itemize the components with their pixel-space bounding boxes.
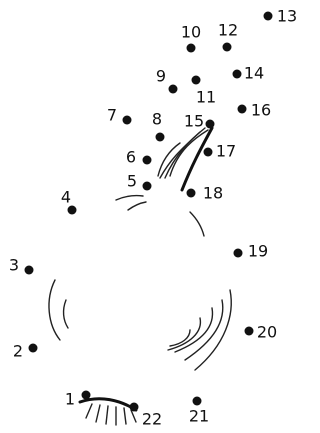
dot-label: 9 bbox=[156, 67, 166, 86]
dot-label: 1 bbox=[65, 390, 75, 409]
dot-label: 10 bbox=[181, 23, 201, 42]
dot-label: 13 bbox=[277, 7, 297, 26]
dot-label: 14 bbox=[244, 64, 264, 83]
dot bbox=[82, 391, 91, 400]
dot bbox=[156, 133, 165, 142]
dot-label: 5 bbox=[127, 172, 137, 191]
dot-label: 21 bbox=[189, 407, 209, 426]
dot bbox=[187, 189, 196, 198]
dot bbox=[204, 148, 213, 157]
dot bbox=[238, 105, 247, 114]
dot-label: 3 bbox=[9, 256, 19, 275]
dot-label: 22 bbox=[142, 410, 162, 429]
dot bbox=[68, 206, 77, 215]
dot-label: 12 bbox=[218, 21, 238, 40]
dot bbox=[143, 182, 152, 191]
drawing-hints bbox=[49, 128, 231, 425]
dot bbox=[130, 403, 139, 412]
dot bbox=[233, 70, 242, 79]
dot-label: 20 bbox=[257, 323, 277, 342]
dot-label: 7 bbox=[107, 106, 117, 125]
dot-label: 4 bbox=[61, 188, 71, 207]
dot-label: 17 bbox=[216, 142, 236, 161]
dot bbox=[223, 43, 232, 52]
dot bbox=[29, 344, 38, 353]
dot-label: 11 bbox=[196, 88, 216, 107]
dot bbox=[192, 76, 201, 85]
dot bbox=[143, 156, 152, 165]
dot bbox=[187, 44, 196, 53]
dot-label: 15 bbox=[184, 112, 204, 131]
dot-label: 6 bbox=[126, 148, 136, 167]
dot bbox=[234, 249, 243, 258]
dot bbox=[245, 327, 254, 336]
dot bbox=[264, 12, 273, 21]
dot bbox=[206, 120, 215, 129]
dot-label: 18 bbox=[203, 184, 223, 203]
dot bbox=[25, 266, 34, 275]
dot-label: 16 bbox=[251, 101, 271, 120]
dot bbox=[123, 116, 132, 125]
dot-label: 8 bbox=[152, 110, 162, 129]
dot bbox=[193, 397, 202, 406]
dot-label: 19 bbox=[248, 242, 268, 261]
dot-label: 2 bbox=[13, 342, 23, 361]
dot bbox=[169, 85, 178, 94]
